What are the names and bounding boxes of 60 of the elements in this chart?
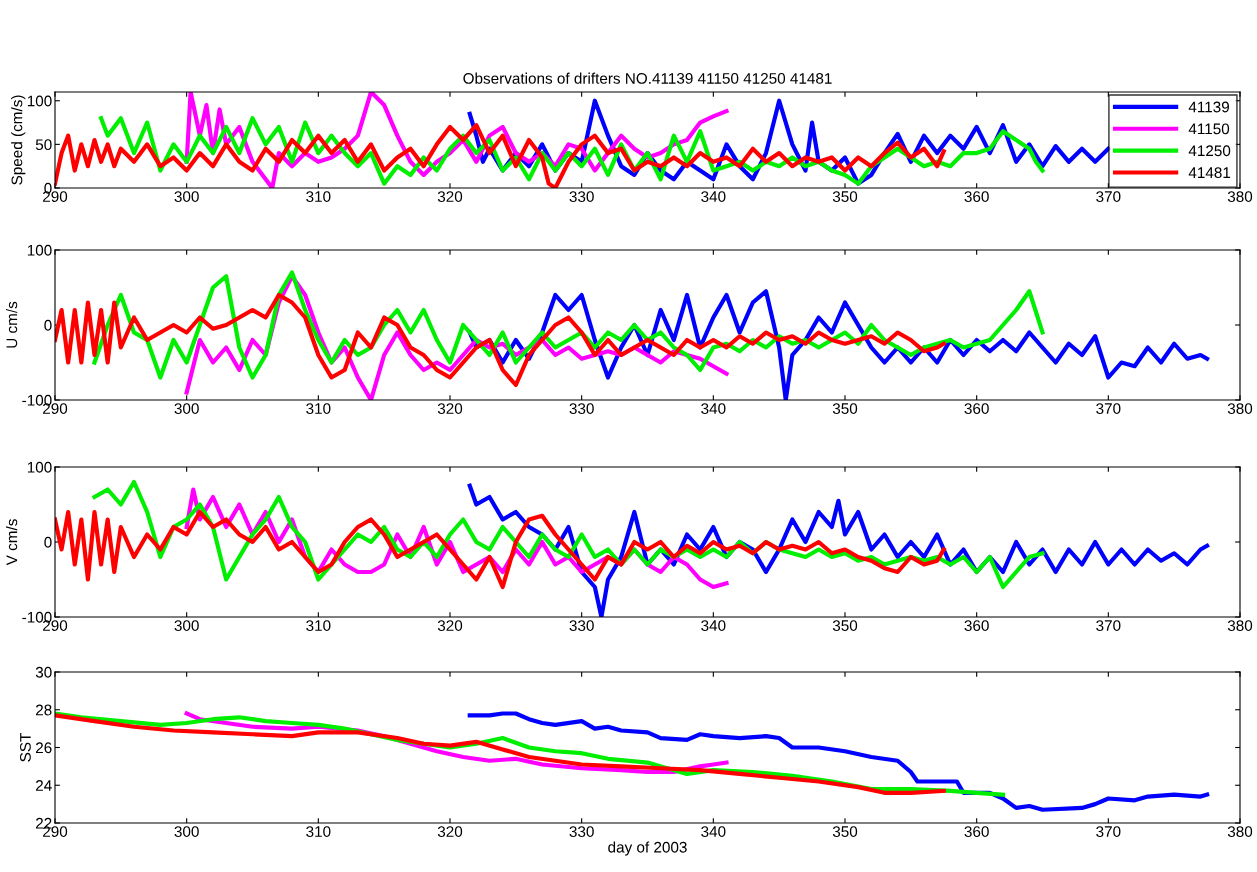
x-axis-title: day of 2003: [608, 841, 687, 856]
legend-label: 41481: [1188, 167, 1231, 179]
y-tick-label: 28: [36, 704, 52, 716]
x-tick-label: 360: [964, 191, 989, 202]
x-tick-label: 330: [569, 403, 594, 414]
x-tick-label: 370: [1096, 191, 1121, 202]
x-tick-label: 330: [569, 191, 594, 202]
x-tick-label: 310: [306, 620, 331, 631]
x-tick-label: 380: [1227, 620, 1253, 631]
y-tick-label: 26: [36, 742, 52, 754]
x-tick-label: 340: [701, 826, 726, 837]
y-axis-title: SST: [20, 732, 31, 762]
x-tick-label: 370: [1096, 620, 1121, 631]
x-tick-label: 380: [1227, 826, 1253, 837]
x-tick-label: 310: [306, 191, 331, 202]
legend-label: 41250: [1188, 145, 1231, 157]
y-tick-label: 30: [35, 666, 52, 678]
x-tick-label: 300: [174, 403, 199, 414]
x-tick-label: 350: [832, 826, 858, 837]
line-series: [467, 711, 1210, 812]
x-tick-label: 350: [832, 191, 858, 202]
x-tick-label: 370: [1096, 826, 1121, 837]
legend-label: 41139: [1188, 101, 1229, 113]
x-tick-label: 320: [437, 191, 463, 202]
x-tick-label: 340: [701, 620, 726, 631]
chart-title: Observations of drifters NO.41139 41150 41250 41481: [463, 72, 832, 84]
x-tick-label: 340: [701, 403, 726, 414]
x-tick-label: 360: [964, 826, 989, 837]
y-tick-label: 0: [44, 536, 52, 548]
y-tick-label: 0: [44, 319, 52, 331]
x-tick-label: 320: [437, 403, 463, 414]
y-axis-title: V cm/s: [6, 519, 18, 566]
y-tick-label: 24: [36, 780, 52, 791]
y-tick-label: 100: [27, 95, 52, 107]
x-tick-label: 320: [437, 826, 463, 837]
y-tick-label: 100: [27, 461, 52, 473]
line-series: [55, 123, 946, 188]
y-tick-label: 50: [35, 139, 52, 151]
y-axis-title: Speed (cm/s): [11, 95, 26, 185]
x-tick-label: 310: [306, 403, 331, 414]
x-tick-label: 350: [832, 620, 858, 631]
x-tick-label: 330: [569, 826, 594, 837]
x-tick-label: 350: [832, 403, 858, 414]
x-tick-label: 310: [306, 826, 331, 837]
x-tick-label: 380: [1227, 403, 1253, 414]
x-tick-label: 300: [174, 826, 199, 837]
x-tick-label: 330: [569, 620, 594, 631]
legend-label: 41150: [1188, 123, 1230, 135]
x-tick-label: 340: [701, 191, 726, 202]
x-tick-label: 360: [964, 403, 989, 414]
y-tick-label: 100: [27, 244, 52, 256]
x-tick-label: 300: [174, 620, 199, 631]
x-tick-label: 380: [1227, 191, 1253, 202]
line-series: [55, 292, 946, 388]
x-tick-label: 370: [1096, 403, 1121, 414]
x-tick-label: 320: [437, 620, 463, 631]
x-tick-label: 300: [174, 191, 199, 202]
x-tick-label: 360: [964, 620, 989, 631]
line-series: [55, 509, 946, 590]
y-axis-title: U cm/s: [6, 301, 18, 348]
